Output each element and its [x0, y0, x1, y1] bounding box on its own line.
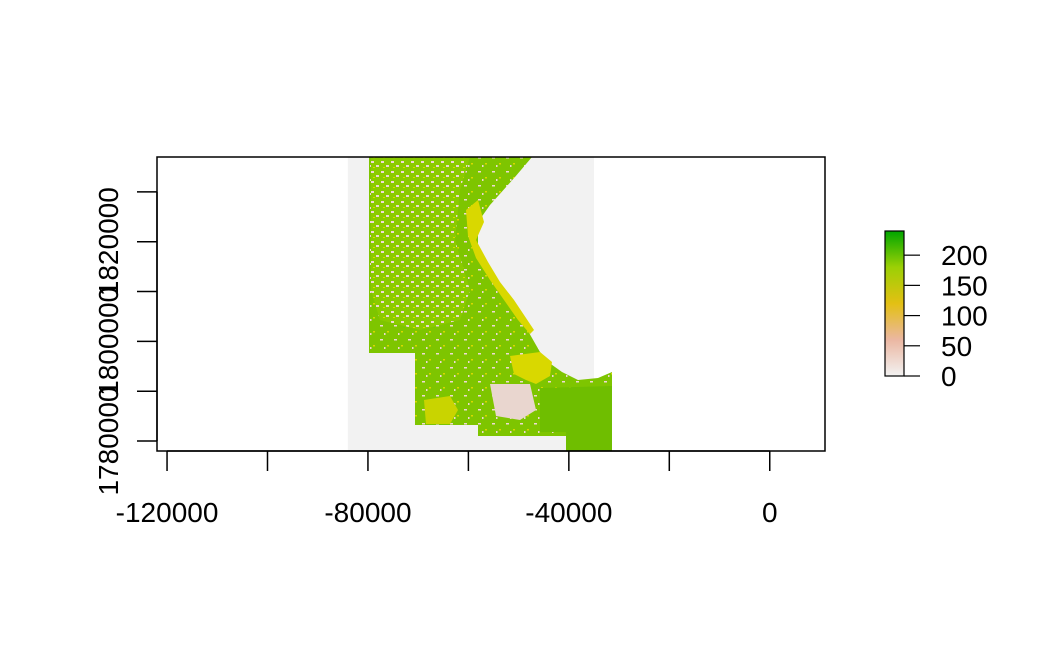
legend-tick-label: 200 — [941, 240, 988, 271]
y-tick-label: 1800000 — [93, 287, 124, 396]
raster-vegetation-south — [540, 386, 612, 451]
legend-tick-label: 50 — [941, 331, 972, 362]
legend-color-bar — [884, 230, 905, 377]
raster-lake-area — [510, 352, 552, 384]
raster-coastal-band — [466, 200, 534, 334]
raster-layer — [347, 157, 612, 451]
x-tick-label: -40000 — [525, 497, 612, 528]
legend-tick-label: 100 — [941, 301, 988, 332]
x-axis: -120000 -80000 -40000 0 — [116, 450, 778, 528]
raster-vegetation-speckled — [371, 157, 470, 330]
y-tick-label: 1780000 — [93, 387, 124, 496]
raster-bare-patch — [490, 384, 536, 420]
x-tick-label: 0 — [762, 497, 778, 528]
y-tick-label: 1820000 — [93, 187, 124, 296]
legend-tick-label: 0 — [941, 361, 957, 392]
raster-patch-southwest — [424, 396, 458, 424]
x-tick-label: -80000 — [324, 497, 411, 528]
x-tick-label: -120000 — [116, 497, 219, 528]
legend-tick-label: 150 — [941, 270, 988, 301]
